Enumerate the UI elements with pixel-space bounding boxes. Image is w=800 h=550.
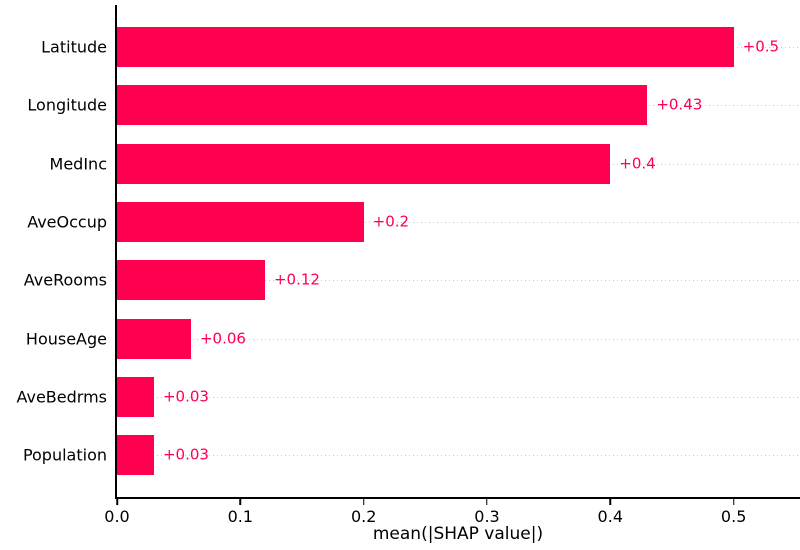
y-axis-spine <box>115 5 117 499</box>
bar-medinc <box>117 143 611 184</box>
gridline <box>117 455 799 457</box>
y-tick-label-averooms: AveRooms <box>23 270 107 290</box>
bar-value-label: +0.12 <box>273 270 320 289</box>
x-axis-spine <box>115 497 800 499</box>
bar-population <box>117 435 154 476</box>
bar-value-label: +0.03 <box>162 387 209 406</box>
y-tick-label-houseage: HouseAge <box>25 328 107 348</box>
gridline <box>117 280 799 282</box>
gridline <box>117 396 799 398</box>
gridline <box>117 221 799 223</box>
x-tick-mark <box>362 499 365 505</box>
bar-value-label: +0.2 <box>372 212 410 231</box>
x-tick-mark <box>732 499 735 505</box>
y-tick-label-medinc: MedInc <box>49 154 107 173</box>
bar-houseage <box>117 318 191 359</box>
x-tick-mark <box>609 499 612 505</box>
y-tick-label-avebedrms: AveBedrms <box>16 387 107 407</box>
x-tick-label: 0.2 <box>350 507 377 526</box>
plot-area: +0.5 +0.43 +0.4 +0.2 +0.12 +0.06 +0.03 +0.03 <box>117 5 799 497</box>
gridline <box>117 338 799 340</box>
x-tick-mark <box>239 499 242 505</box>
bar-aveoccup <box>117 201 364 242</box>
bar-averooms <box>117 260 265 301</box>
bar-value-label: +0.4 <box>619 154 656 173</box>
bar-value-label: +0.5 <box>742 37 780 56</box>
y-tick-label-population: Population <box>22 445 107 465</box>
bar-value-label: +0.03 <box>162 445 209 464</box>
y-tick-label-latitude: Latitude <box>41 37 107 57</box>
x-tick-label: 0.1 <box>227 507 254 526</box>
bar-longitude <box>117 85 648 126</box>
x-tick-label: 0.0 <box>104 507 130 526</box>
bar-value-label: +0.06 <box>199 329 246 347</box>
y-axis-labels: Latitude Longitude MedInc AveOccup AveRooms H… <box>0 5 107 497</box>
y-tick-label-aveoccup: AveOccup <box>27 212 107 232</box>
y-tick-label-longitude: Longitude <box>27 95 107 115</box>
x-tick-label: 0.5 <box>720 507 747 526</box>
bar-avebedrms <box>117 376 154 417</box>
x-tick-label: 0.4 <box>597 507 624 526</box>
x-tick-label: 0.3 <box>474 507 500 526</box>
x-axis-title: mean(|SHAP value|) <box>372 524 544 544</box>
bar-value-label: +0.43 <box>656 95 703 114</box>
bar-latitude <box>117 27 734 67</box>
x-tick-mark <box>116 499 118 505</box>
x-tick-mark <box>486 499 488 505</box>
x-axis: 0.0 0.1 0.2 0.3 0.4 0.5 <box>104 499 799 529</box>
